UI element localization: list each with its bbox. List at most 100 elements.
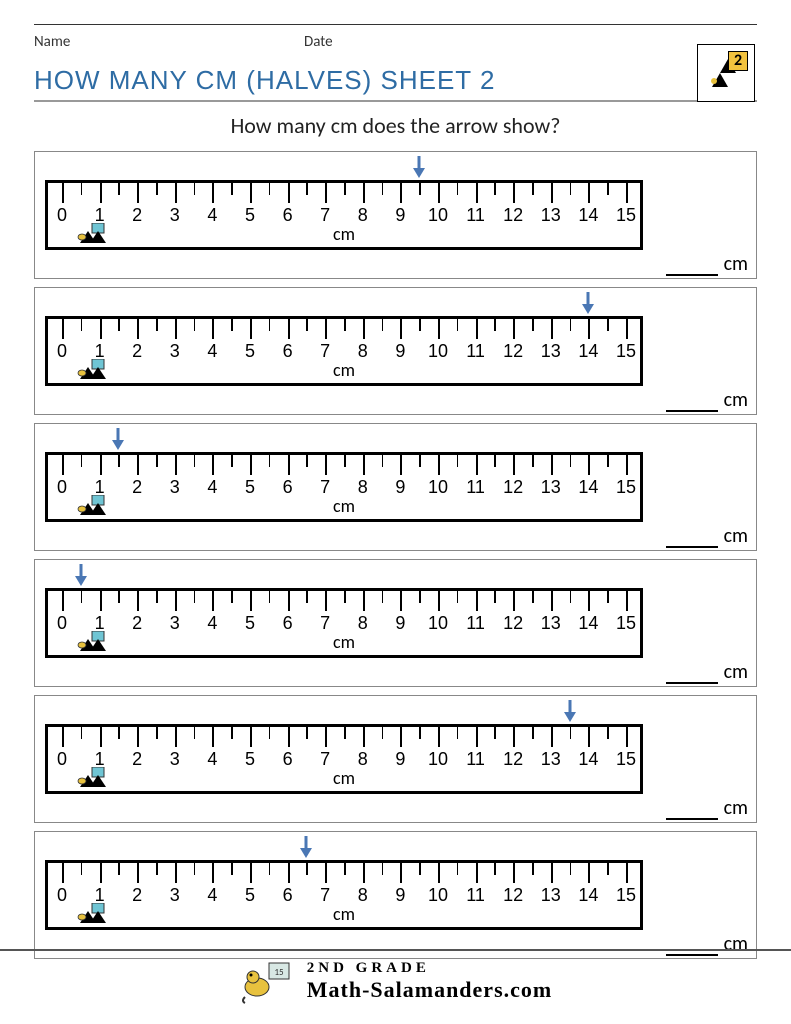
tick-label: 5: [245, 613, 255, 634]
ruler-unit-label: cm: [333, 495, 355, 517]
tick-label: 14: [578, 341, 598, 362]
tick-label: 0: [57, 749, 67, 770]
ruler-unit-label: cm: [333, 223, 355, 245]
tick-label: 11: [466, 749, 485, 770]
ruler: 0123456789101112131415cm: [45, 724, 643, 794]
tick-label: 5: [245, 749, 255, 770]
tick-label: 4: [207, 205, 217, 226]
header: Name Date: [34, 33, 757, 51]
tick-label: 3: [170, 205, 180, 226]
tick-label: 11: [466, 885, 485, 906]
tick-label: 10: [428, 205, 448, 226]
tick-label: 12: [503, 477, 523, 498]
tick-label: 10: [428, 341, 448, 362]
instruction-text: How many cm does the arrow show?: [34, 112, 757, 139]
answer-blank[interactable]: cm: [666, 252, 748, 276]
footer-site: Math-Salamanders.com: [307, 977, 552, 1003]
ruler-unit-label: cm: [333, 359, 355, 381]
pointer-arrow: [411, 154, 427, 178]
tick-label: 8: [358, 341, 368, 362]
tick-label: 12: [503, 613, 523, 634]
pointer-arrow: [298, 834, 314, 858]
tick-label: 0: [57, 341, 67, 362]
tick-label: 3: [170, 477, 180, 498]
tick-label: 6: [283, 885, 293, 906]
tick-label: 0: [57, 613, 67, 634]
tick-label: 9: [395, 341, 405, 362]
answer-blank[interactable]: cm: [666, 388, 748, 412]
tick-label: 15: [616, 477, 636, 498]
date-label: Date: [304, 33, 504, 51]
tick-label: 5: [245, 885, 255, 906]
problem-row: 0123456789101112131415cm cm: [34, 695, 757, 823]
tick-label: 2: [132, 205, 142, 226]
tick-label: 14: [578, 885, 598, 906]
tick-label: 7: [320, 613, 330, 634]
tick-label: 9: [395, 885, 405, 906]
tick-label: 13: [541, 477, 561, 498]
tick-label: 0: [57, 205, 67, 226]
tick-label: 7: [320, 477, 330, 498]
tick-label: 10: [428, 749, 448, 770]
tick-label: 8: [358, 205, 368, 226]
tick-label: 3: [170, 613, 180, 634]
tick-label: 7: [320, 205, 330, 226]
problem-row: 0123456789101112131415cm cm: [34, 151, 757, 279]
tick-label: 11: [466, 477, 485, 498]
ruler-logo-icon: [76, 223, 112, 245]
tick-label: 7: [320, 341, 330, 362]
ruler-unit-label: cm: [333, 631, 355, 653]
tick-label: 14: [578, 613, 598, 634]
tick-label: 9: [395, 477, 405, 498]
ruler: 0123456789101112131415cm: [45, 452, 643, 522]
tick-label: 4: [207, 749, 217, 770]
name-label: Name: [34, 33, 304, 51]
tick-label: 13: [541, 205, 561, 226]
tick-label: 0: [57, 885, 67, 906]
tick-label: 7: [320, 749, 330, 770]
tick-label: 13: [541, 341, 561, 362]
svg-text:15: 15: [274, 967, 284, 978]
ruler: 0123456789101112131415cm: [45, 860, 643, 930]
tick-label: 11: [466, 341, 485, 362]
tick-label: 14: [578, 205, 598, 226]
pointer-arrow: [580, 290, 596, 314]
tick-label: 15: [616, 749, 636, 770]
tick-label: 6: [283, 749, 293, 770]
tick-label: 15: [616, 613, 636, 634]
tick-label: 4: [207, 477, 217, 498]
tick-label: 2: [132, 885, 142, 906]
tick-label: 5: [245, 477, 255, 498]
tick-label: 13: [541, 613, 561, 634]
answer-unit: cm: [724, 524, 748, 548]
ruler-unit-label: cm: [333, 903, 355, 925]
answer-unit: cm: [724, 660, 748, 684]
tick-label: 4: [207, 341, 217, 362]
tick-label: 11: [466, 613, 485, 634]
problem-row: 0123456789101112131415cm cm: [34, 287, 757, 415]
tick-label: 6: [283, 477, 293, 498]
tick-label: 5: [245, 205, 255, 226]
answer-blank[interactable]: cm: [666, 660, 748, 684]
tick-label: 10: [428, 477, 448, 498]
tick-label: 12: [503, 885, 523, 906]
tick-label: 15: [616, 205, 636, 226]
pointer-arrow: [562, 698, 578, 722]
footer: 15 2ND GRADE Math-Salamanders.com: [0, 949, 791, 1010]
tick-label: 3: [170, 749, 180, 770]
tick-label: 6: [283, 613, 293, 634]
tick-label: 2: [132, 341, 142, 362]
answer-blank[interactable]: cm: [666, 524, 748, 548]
tick-label: 8: [358, 885, 368, 906]
tick-label: 14: [578, 749, 598, 770]
tick-label: 6: [283, 205, 293, 226]
tick-label: 9: [395, 613, 405, 634]
tick-label: 15: [616, 341, 636, 362]
footer-grade: 2ND GRADE: [307, 960, 552, 977]
tick-label: 14: [578, 477, 598, 498]
tick-label: 2: [132, 477, 142, 498]
ruler-logo-icon: [76, 767, 112, 789]
answer-blank[interactable]: cm: [666, 796, 748, 820]
tick-label: 13: [541, 885, 561, 906]
tick-label: 9: [395, 205, 405, 226]
